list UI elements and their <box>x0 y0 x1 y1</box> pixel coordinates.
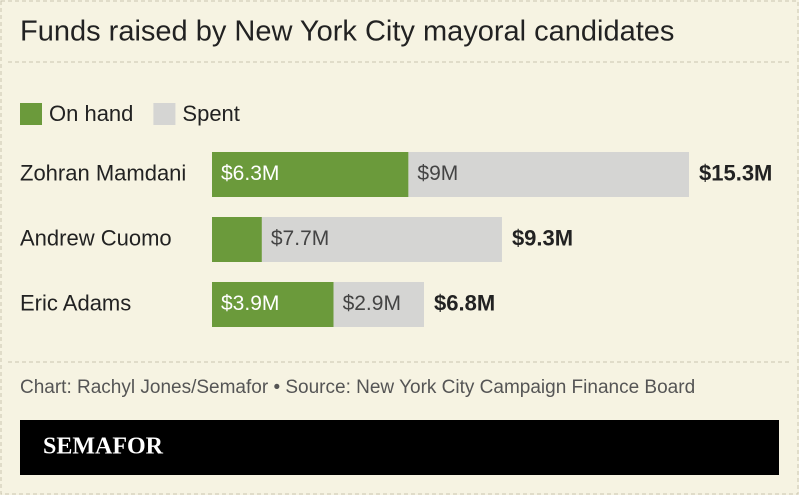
total-label: $9.3M <box>512 225 573 250</box>
legend-label: On hand <box>49 101 133 126</box>
category-label: Zohran Mamdani <box>20 160 186 185</box>
bar-segment <box>333 282 424 327</box>
chart-title: Funds raised by New York City mayoral ca… <box>20 16 674 48</box>
category-label: Eric Adams <box>20 290 131 315</box>
total-label: $15.3M <box>699 160 772 185</box>
brand-bar <box>20 420 779 475</box>
value-label: $6.3M <box>221 162 279 185</box>
source: Chart: Rachyl Jones/Semafor • Source: Ne… <box>20 377 695 398</box>
bar-segment <box>408 152 689 197</box>
bar-segment <box>212 152 409 197</box>
value-label: $9M <box>417 162 458 185</box>
value-label: $2.9M <box>343 292 401 315</box>
legend-swatch <box>153 103 176 125</box>
bar-segment <box>212 217 262 262</box>
value-label: $7.7M <box>271 227 329 250</box>
category-label: Andrew Cuomo <box>20 225 172 250</box>
bar-segment <box>261 217 502 262</box>
total-label: $6.8M <box>434 290 495 315</box>
legend-swatch <box>20 103 42 125</box>
bar-segment <box>212 282 334 327</box>
legend-label: Spent <box>182 101 240 126</box>
brand: SEMAFOR <box>43 434 164 460</box>
value-label: $3.9M <box>221 292 279 315</box>
